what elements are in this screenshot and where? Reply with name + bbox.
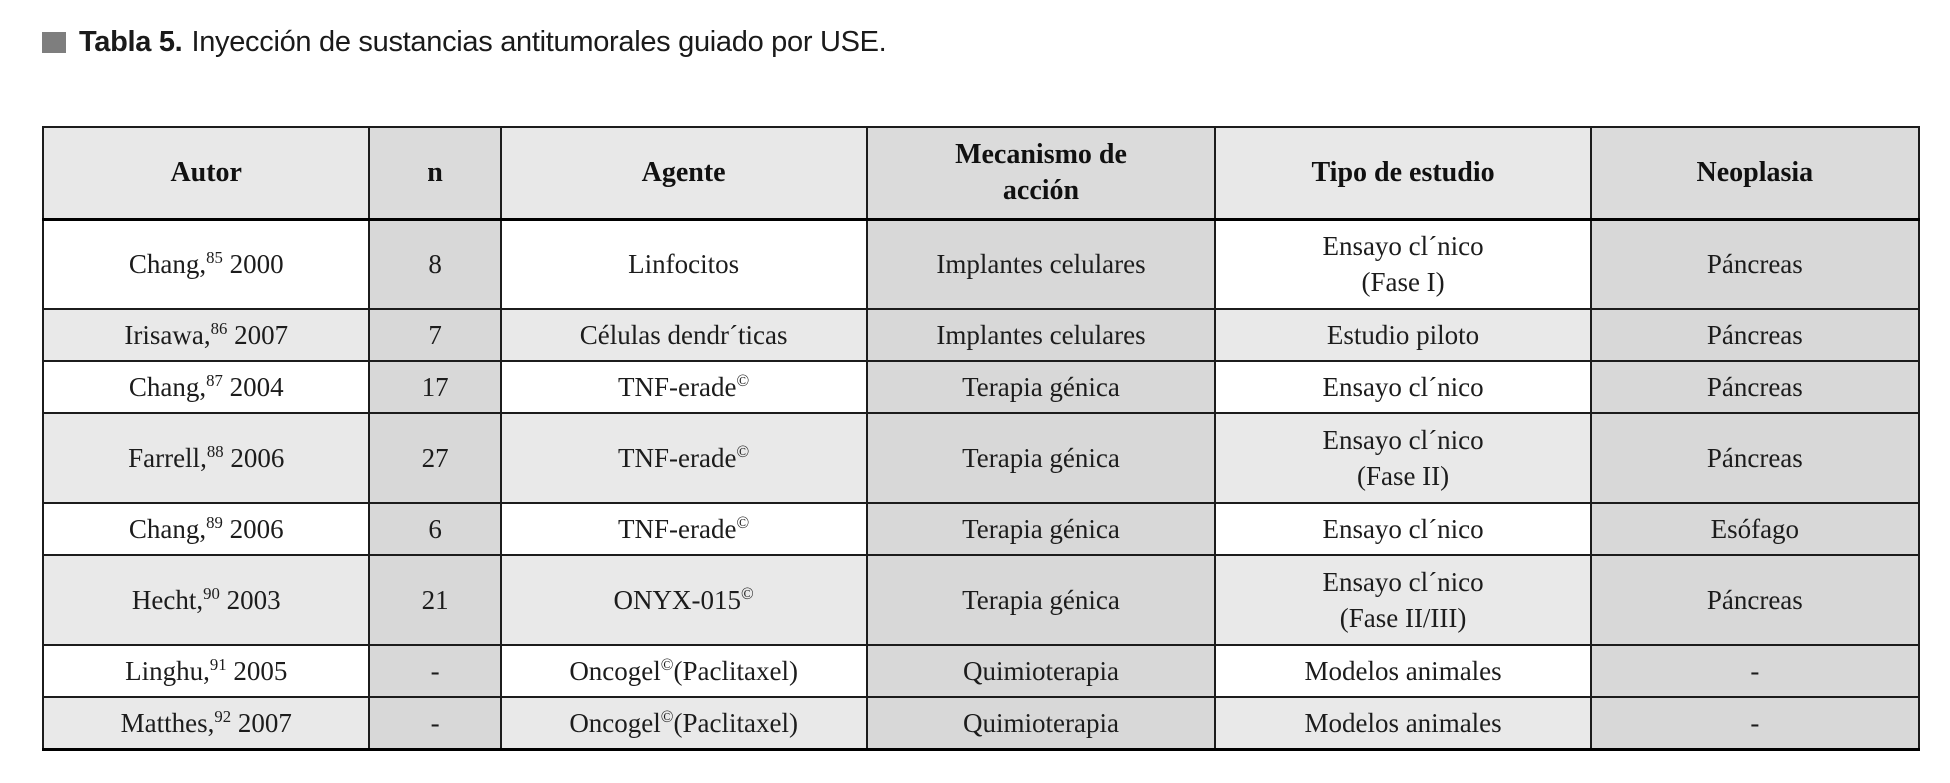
- caption-text: Inyección de sustancias antitumorales gu…: [191, 25, 887, 58]
- reference-superscript: 90: [203, 584, 220, 603]
- cell-agente: Células dendr´ticas: [499, 308, 868, 362]
- cell-agente: TNF-erade©: [499, 502, 868, 556]
- cell-neoplasia: Páncreas: [1589, 308, 1921, 362]
- cell-n: 21: [368, 554, 502, 646]
- antitumoral-injection-table: Autor n Agente Mecanismo de acción Tipo …: [41, 126, 1921, 751]
- table-row: Chang,87 2004 17 TNF-erade© Terapia géni…: [41, 360, 1921, 414]
- table-row: Chang,85 2000 8 Linfocitos Implantes cel…: [41, 218, 1921, 310]
- table-body: Chang,85 2000 8 Linfocitos Implantes cel…: [41, 218, 1921, 750]
- copyright-superscript: ©: [660, 706, 674, 726]
- reference-superscript: 88: [206, 442, 224, 461]
- cell-neoplasia: -: [1589, 696, 1921, 750]
- cell-n: 17: [368, 360, 502, 414]
- cell-autor: Farrell,88 2006: [41, 412, 371, 504]
- cell-agente: Linfocitos: [499, 218, 868, 310]
- cell-mecanismo: Terapia génica: [865, 360, 1217, 414]
- table-row: Irisawa,86 2007 7 Células dendr´ticas Im…: [41, 308, 1921, 362]
- copyright-superscript: ©: [660, 655, 674, 674]
- cell-autor: Chang,89 2006: [41, 502, 371, 556]
- cell-tipo: Modelos animales: [1214, 696, 1592, 750]
- col-header-autor: Autor: [41, 126, 371, 221]
- reference-superscript: 91: [209, 655, 227, 674]
- cell-mecanismo: Implantes celulares: [865, 218, 1217, 310]
- caption-square-bullet-icon: [42, 31, 66, 53]
- col-header-neoplasia: Neoplasia: [1589, 126, 1921, 221]
- copyright-superscript: ©: [736, 371, 750, 390]
- cell-mecanismo: Terapia génica: [865, 554, 1217, 646]
- reference-superscript: 85: [206, 248, 223, 268]
- cell-autor: Linghu,91 2005: [41, 644, 371, 698]
- table-row: Farrell,88 2006 27 TNF-erade© Terapia gé…: [41, 412, 1921, 504]
- reference-superscript: 87: [206, 371, 223, 390]
- cell-autor: Irisawa,86 2007: [41, 308, 371, 362]
- cell-tipo: Ensayo cl´nico: [1214, 360, 1592, 414]
- copyright-superscript: ©: [741, 584, 754, 603]
- cell-n: -: [368, 644, 502, 698]
- cell-n: 7: [368, 308, 502, 362]
- col-header-tipo: Tipo de estudio: [1214, 126, 1592, 221]
- cell-agente: Oncogel©(Paclitaxel): [499, 696, 868, 750]
- cell-agente: TNF-erade©: [499, 412, 868, 504]
- cell-agente: ONYX-015©: [499, 554, 868, 646]
- cell-neoplasia: Páncreas: [1589, 412, 1921, 504]
- cell-tipo: Ensayo cl´nico (Fase II/III): [1214, 554, 1592, 646]
- cell-tipo: Ensayo cl´nico (Fase II): [1214, 412, 1592, 504]
- cell-mecanismo: Terapia génica: [865, 502, 1217, 556]
- cell-agente: TNF-erade©: [499, 360, 868, 414]
- reference-superscript: 92: [214, 706, 232, 726]
- reference-superscript: 86: [210, 319, 228, 338]
- cell-autor: Chang,87 2004: [41, 360, 371, 414]
- table-caption: Tabla 5. Inyección de sustancias antitum…: [42, 24, 1920, 60]
- cell-mecanismo: Quimioterapia: [865, 696, 1217, 750]
- cell-n: 27: [368, 412, 502, 504]
- copyright-superscript: ©: [736, 442, 750, 461]
- cell-autor: Matthes,92 2007: [41, 696, 371, 750]
- col-header-mecanismo: Mecanismo de acción: [865, 126, 1217, 221]
- cell-n: 6: [368, 502, 502, 556]
- cell-neoplasia: Páncreas: [1589, 554, 1921, 646]
- cell-n: -: [368, 696, 502, 750]
- cell-mecanismo: Terapia génica: [865, 412, 1217, 504]
- table-row: Linghu,91 2005 - Oncogel©(Paclitaxel) Qu…: [41, 644, 1921, 698]
- table-header-row: Autor n Agente Mecanismo de acción Tipo …: [41, 126, 1921, 221]
- table-header: Autor n Agente Mecanismo de acción Tipo …: [41, 126, 1921, 221]
- cell-neoplasia: Esófago: [1589, 502, 1921, 556]
- cell-tipo: Ensayo cl´nico (Fase I): [1214, 218, 1592, 310]
- cell-autor: Chang,85 2000: [41, 218, 371, 310]
- table-row: Matthes,92 2007 - Oncogel©(Paclitaxel) Q…: [41, 696, 1921, 750]
- cell-tipo: Ensayo cl´nico: [1214, 502, 1592, 556]
- reference-superscript: 89: [206, 513, 223, 532]
- col-header-n: n: [368, 126, 502, 221]
- cell-neoplasia: -: [1589, 644, 1921, 698]
- table-row: Chang,89 2006 6 TNF-erade© Terapia génic…: [41, 502, 1921, 556]
- cell-mecanismo: Quimioterapia: [865, 644, 1217, 698]
- cell-neoplasia: Páncreas: [1589, 360, 1921, 414]
- table-row: Hecht,90 2003 21 ONYX-015© Terapia génic…: [41, 554, 1921, 646]
- cell-tipo: Estudio piloto: [1214, 308, 1592, 362]
- cell-autor: Hecht,90 2003: [41, 554, 371, 646]
- col-header-agente: Agente: [499, 126, 868, 221]
- cell-mecanismo: Implantes celulares: [865, 308, 1217, 362]
- cell-tipo: Modelos animales: [1214, 644, 1592, 698]
- cell-agente: Oncogel©(Paclitaxel): [499, 644, 868, 698]
- caption-label: Tabla 5.: [79, 25, 183, 58]
- cell-n: 8: [368, 218, 502, 310]
- cell-neoplasia: Páncreas: [1589, 218, 1921, 310]
- copyright-superscript: ©: [736, 513, 750, 532]
